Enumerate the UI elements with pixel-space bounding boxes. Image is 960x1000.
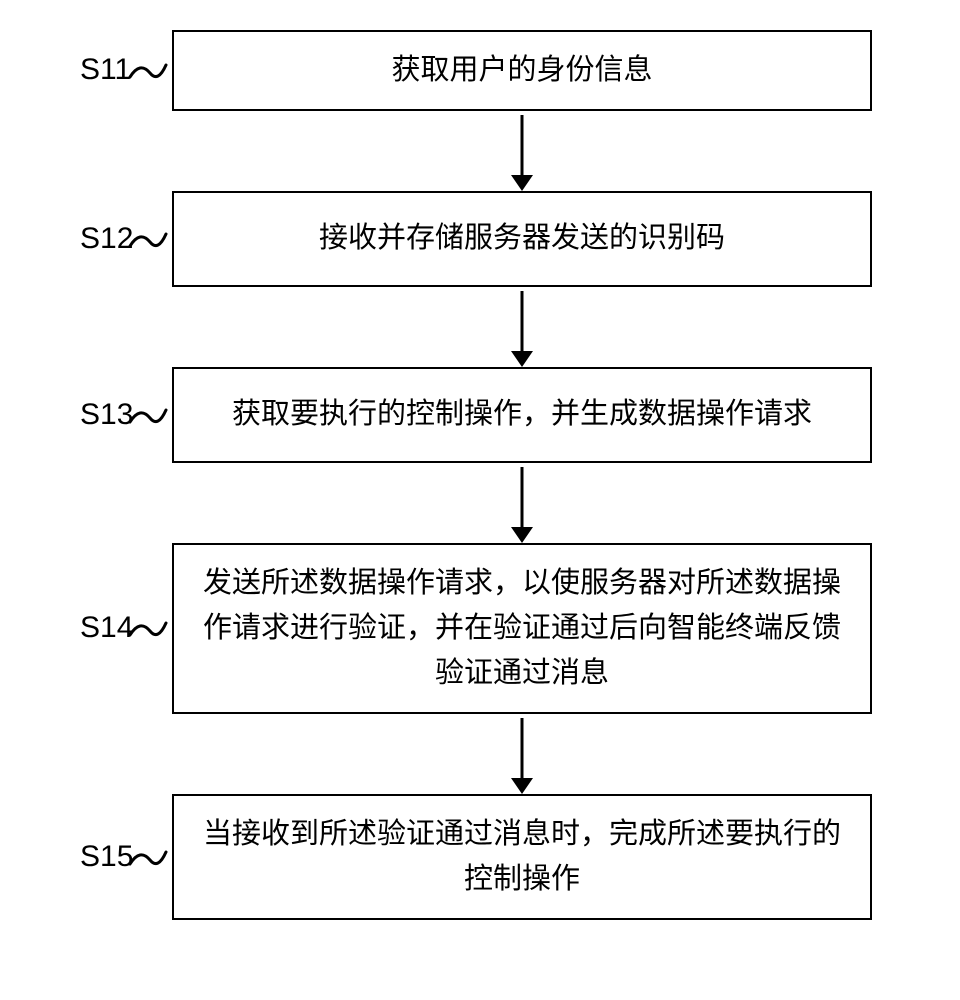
flowchart-container: S11 获取用户的身份信息 S12 接收并存储服务器发送的识别码 S13 获取要… [80, 30, 900, 920]
label-connector-tilde [128, 613, 168, 643]
step-text: 接收并存储服务器发送的识别码 [319, 216, 725, 261]
step-id-text: S13 [80, 398, 133, 431]
step-box: 接收并存储服务器发送的识别码 [172, 191, 872, 287]
label-connector-tilde [128, 842, 168, 872]
arrow-gap [172, 714, 872, 794]
step-label: S12 [80, 222, 160, 256]
flow-arrow [502, 111, 542, 191]
step-text: 获取用户的身份信息 [391, 48, 652, 93]
step-box: 发送所述数据操作请求，以使服务器对所述数据操作请求进行验证，并在验证通过后向智能… [172, 543, 872, 714]
step-box: 当接收到所述验证通过消息时，完成所述要执行的控制操作 [172, 794, 872, 920]
step-label: S13 [80, 398, 160, 432]
step-id-text: S12 [80, 222, 133, 255]
flow-arrow [502, 714, 542, 794]
arrow-gap [172, 111, 872, 191]
flow-step-s11: S11 获取用户的身份信息 [80, 30, 900, 111]
step-text: 当接收到所述验证通过消息时，完成所述要执行的控制操作 [198, 812, 846, 902]
arrow-gap [172, 287, 872, 367]
step-id-text: S11 [80, 53, 131, 86]
step-text: 获取要执行的控制操作，并生成数据操作请求 [232, 392, 812, 437]
step-text: 发送所述数据操作请求，以使服务器对所述数据操作请求进行验证，并在验证通过后向智能… [198, 561, 846, 696]
flow-arrow [502, 463, 542, 543]
flow-step-s14: S14 发送所述数据操作请求，以使服务器对所述数据操作请求进行验证，并在验证通过… [80, 543, 900, 714]
label-connector-tilde [128, 224, 168, 254]
step-box: 获取要执行的控制操作，并生成数据操作请求 [172, 367, 872, 463]
flow-step-s15: S15 当接收到所述验证通过消息时，完成所述要执行的控制操作 [80, 794, 900, 920]
label-connector-tilde [128, 55, 168, 85]
flow-step-s13: S13 获取要执行的控制操作，并生成数据操作请求 [80, 367, 900, 463]
step-id-text: S14 [80, 611, 133, 644]
label-connector-tilde [128, 400, 168, 430]
step-id-text: S15 [80, 840, 133, 873]
arrow-gap [172, 463, 872, 543]
flow-arrow [502, 287, 542, 367]
step-label: S15 [80, 840, 160, 874]
flow-step-s12: S12 接收并存储服务器发送的识别码 [80, 191, 900, 287]
step-label: S14 [80, 611, 160, 645]
step-label: S11 [80, 53, 160, 87]
step-box: 获取用户的身份信息 [172, 30, 872, 111]
